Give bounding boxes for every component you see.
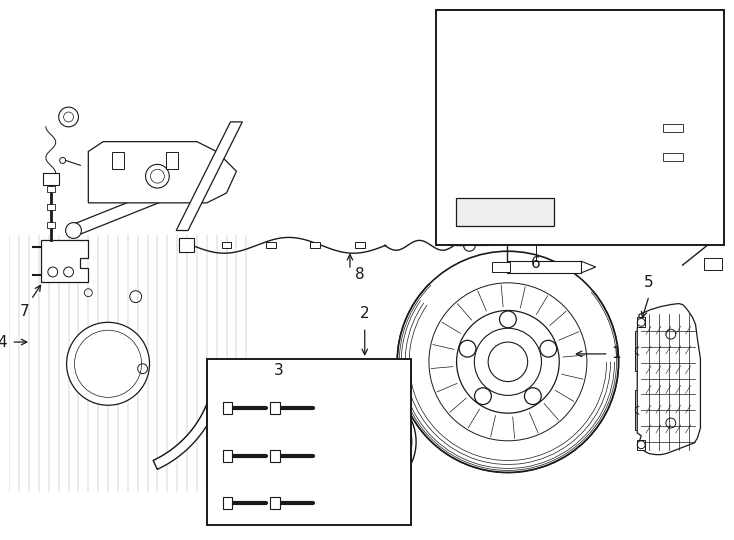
Bar (492, 262, 510, 272)
Circle shape (459, 340, 476, 357)
Circle shape (145, 164, 170, 188)
Polygon shape (41, 240, 88, 282)
Polygon shape (88, 141, 236, 203)
Circle shape (189, 173, 205, 189)
Bar (663, 153, 683, 161)
Polygon shape (176, 122, 242, 231)
Bar (270, 497, 280, 509)
Text: 8: 8 (355, 267, 365, 282)
Text: 6: 6 (531, 255, 540, 271)
Bar (663, 124, 683, 132)
Bar (266, 242, 276, 248)
Circle shape (65, 222, 81, 238)
Bar (635, 390, 643, 430)
Circle shape (355, 432, 374, 451)
Bar (222, 450, 233, 462)
Text: 3: 3 (274, 363, 284, 378)
Bar (47, 221, 55, 227)
Polygon shape (456, 38, 554, 198)
Bar (167, 152, 178, 170)
Bar (355, 242, 365, 248)
Polygon shape (581, 261, 596, 273)
Bar (705, 258, 722, 270)
Circle shape (67, 322, 150, 405)
Bar (47, 186, 55, 192)
Bar (456, 198, 554, 226)
Polygon shape (648, 48, 722, 206)
Bar (222, 402, 233, 414)
Text: 1: 1 (611, 347, 621, 361)
Polygon shape (71, 176, 199, 236)
Circle shape (540, 340, 556, 357)
Bar (310, 242, 320, 248)
Polygon shape (574, 51, 633, 215)
Bar (270, 450, 280, 462)
Bar (112, 152, 124, 170)
Polygon shape (637, 303, 700, 455)
Text: 7: 7 (19, 303, 29, 319)
Bar (43, 173, 59, 185)
Polygon shape (153, 404, 216, 469)
Bar (635, 331, 643, 370)
Circle shape (397, 251, 619, 472)
Bar (507, 261, 581, 273)
Text: 4: 4 (0, 335, 7, 349)
Bar (222, 242, 231, 248)
Circle shape (475, 388, 491, 404)
Bar (222, 497, 233, 509)
Bar (179, 238, 194, 252)
Polygon shape (658, 206, 697, 221)
Text: 2: 2 (360, 306, 369, 321)
Circle shape (525, 388, 541, 404)
Polygon shape (637, 440, 645, 450)
Circle shape (59, 107, 79, 127)
Bar (270, 402, 280, 414)
Bar (47, 204, 55, 210)
Text: 5: 5 (644, 275, 654, 290)
Circle shape (500, 311, 516, 328)
Polygon shape (456, 198, 465, 208)
Polygon shape (637, 318, 645, 327)
Bar (207, 359, 411, 525)
Circle shape (59, 158, 65, 164)
Polygon shape (545, 198, 554, 208)
Bar (436, 10, 724, 245)
